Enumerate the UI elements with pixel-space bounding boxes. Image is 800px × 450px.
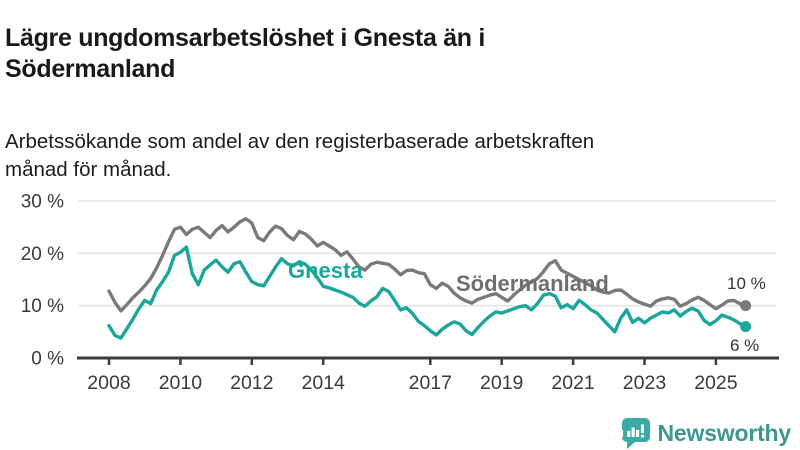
x-tick-label: 2014 [302,372,346,394]
y-tick-label: 0 % [31,349,64,370]
södermanland-end-value-label: 10 % [727,274,766,293]
y-tick-label: 20 % [21,244,64,265]
chart-subtitle: Arbetssökande som andel av den registerb… [5,129,595,181]
series-end-dots [740,300,752,333]
x-tick-label: 2021 [551,372,594,394]
page-title: Lägre ungdomsarbetslöshet i Gnesta än i … [5,23,486,83]
x-tick-label: 2019 [480,372,523,394]
x-tick-label: 2025 [694,372,738,394]
series-lines [107,217,748,340]
x-tick-label: 2008 [87,372,130,394]
södermanland-end-dot [740,300,752,312]
södermanland-series-label: Södermanland [456,271,609,296]
newsworthy-logo: Newsworthy [619,416,792,450]
södermanland-line [107,217,748,313]
newsworthy-bar-chart-bubble-icon [619,417,650,449]
newsworthy-logo-text: Newsworthy [657,419,792,446]
gridlines [77,200,779,360]
gnesta-series-label: Gnesta [288,258,363,283]
y-tick-label: 30 % [21,192,64,213]
x-tick-label: 2023 [623,372,666,394]
y-axis-labels: 0 % 10 % 20 % 30 % [21,192,64,370]
gnesta-end-dot [740,321,752,333]
x-tick-label: 2010 [159,372,203,394]
logo-bars [619,424,644,438]
x-axis: 2008 2010 2012 2014 2017 2019 2021 2023 2025 [87,358,738,394]
x-tick-label: 2017 [409,372,452,394]
series-labels: Södermanland Gnesta [288,258,609,296]
gnesta-end-value-label: 6 % [730,336,759,355]
x-tick-label: 2012 [230,372,273,394]
end-value-labels: 10 % 6 % [727,274,766,355]
gnesta-line [107,245,748,340]
y-tick-label: 10 % [21,296,64,317]
